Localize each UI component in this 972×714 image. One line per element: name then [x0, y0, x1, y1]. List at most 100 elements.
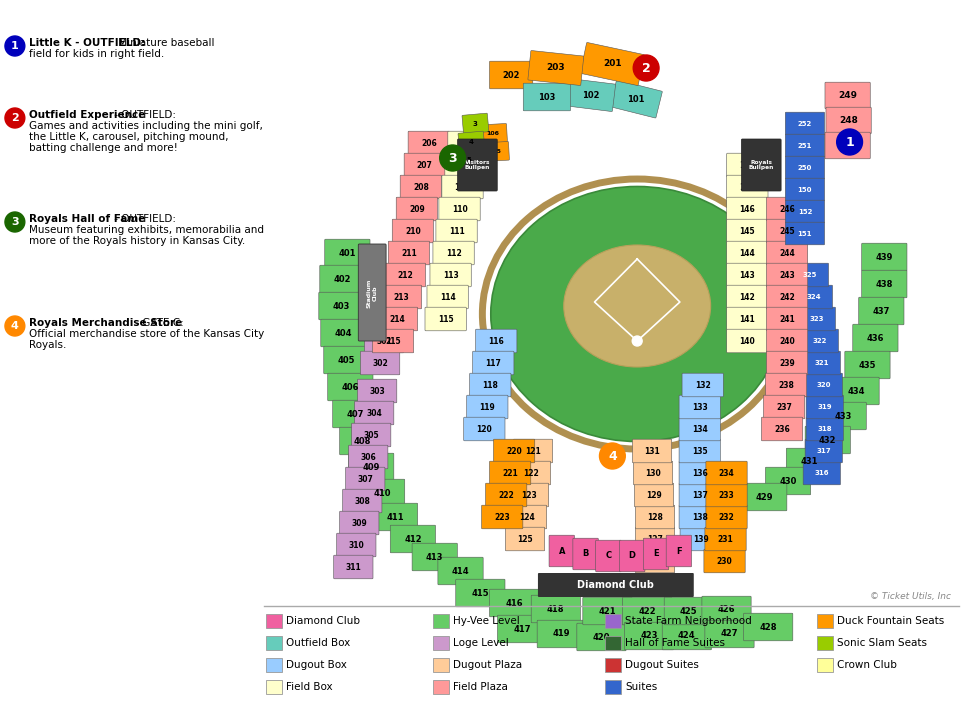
- FancyBboxPatch shape: [679, 483, 720, 507]
- Text: 431: 431: [800, 458, 817, 466]
- FancyBboxPatch shape: [666, 536, 692, 567]
- FancyBboxPatch shape: [596, 540, 621, 572]
- Text: the Little K, carousel, pitching mound,: the Little K, carousel, pitching mound,: [29, 132, 228, 142]
- FancyBboxPatch shape: [531, 595, 580, 623]
- Text: 238: 238: [779, 381, 794, 390]
- Text: 118: 118: [482, 381, 499, 390]
- Text: 206: 206: [421, 139, 436, 148]
- Text: 418: 418: [547, 605, 565, 613]
- Text: 243: 243: [780, 271, 795, 279]
- FancyBboxPatch shape: [679, 396, 720, 419]
- Text: © Ticket Utils, Inc: © Ticket Utils, Inc: [870, 591, 951, 600]
- FancyBboxPatch shape: [549, 536, 574, 567]
- Text: 403: 403: [332, 301, 350, 311]
- Text: - OUTFIELD:: - OUTFIELD:: [111, 214, 176, 224]
- FancyBboxPatch shape: [727, 241, 768, 265]
- Text: Royals
Bullpen: Royals Bullpen: [748, 160, 774, 171]
- Text: 222: 222: [499, 491, 514, 500]
- Circle shape: [439, 145, 466, 171]
- Text: 433: 433: [835, 411, 852, 421]
- Text: 244: 244: [780, 248, 795, 258]
- Text: D: D: [629, 551, 636, 560]
- Polygon shape: [595, 259, 679, 341]
- Text: 108: 108: [458, 161, 473, 169]
- FancyBboxPatch shape: [635, 483, 674, 507]
- Ellipse shape: [564, 245, 711, 367]
- FancyBboxPatch shape: [332, 401, 378, 428]
- FancyBboxPatch shape: [528, 51, 584, 86]
- FancyBboxPatch shape: [456, 579, 505, 607]
- FancyBboxPatch shape: [636, 549, 675, 573]
- Text: 131: 131: [644, 446, 660, 456]
- Text: 101: 101: [628, 94, 645, 104]
- FancyBboxPatch shape: [490, 461, 531, 485]
- FancyBboxPatch shape: [825, 82, 870, 109]
- FancyBboxPatch shape: [766, 285, 808, 308]
- FancyBboxPatch shape: [505, 527, 544, 550]
- Text: Sonic Slam Seats: Sonic Slam Seats: [837, 638, 926, 648]
- FancyBboxPatch shape: [336, 533, 376, 557]
- Text: 236: 236: [775, 425, 790, 433]
- FancyBboxPatch shape: [664, 597, 713, 625]
- Text: 436: 436: [867, 333, 885, 343]
- Text: 147: 147: [740, 183, 755, 191]
- FancyBboxPatch shape: [266, 658, 282, 672]
- FancyBboxPatch shape: [475, 329, 517, 353]
- Text: 215: 215: [385, 336, 400, 346]
- FancyBboxPatch shape: [806, 417, 844, 441]
- Text: 116: 116: [488, 336, 504, 346]
- FancyBboxPatch shape: [538, 573, 694, 597]
- Text: 220: 220: [506, 446, 522, 456]
- Text: 301: 301: [376, 336, 392, 346]
- Text: 144: 144: [740, 248, 755, 258]
- Text: 125: 125: [517, 535, 533, 543]
- Text: 122: 122: [523, 468, 538, 478]
- FancyBboxPatch shape: [765, 373, 807, 397]
- FancyBboxPatch shape: [679, 439, 720, 463]
- Text: 410: 410: [373, 488, 391, 498]
- Text: Visitors
Bullpen: Visitors Bullpen: [465, 160, 490, 171]
- FancyBboxPatch shape: [320, 265, 365, 293]
- FancyBboxPatch shape: [761, 417, 803, 441]
- Text: Diamond Club: Diamond Club: [577, 580, 654, 590]
- FancyBboxPatch shape: [339, 427, 385, 455]
- FancyBboxPatch shape: [352, 423, 391, 447]
- Text: Outfield Experience: Outfield Experience: [29, 110, 145, 120]
- FancyBboxPatch shape: [376, 307, 418, 331]
- Text: 212: 212: [398, 271, 413, 279]
- FancyBboxPatch shape: [430, 263, 471, 287]
- FancyBboxPatch shape: [325, 239, 370, 267]
- Text: 309: 309: [352, 518, 367, 528]
- FancyBboxPatch shape: [706, 506, 747, 529]
- Text: field for kids in right field.: field for kids in right field.: [29, 49, 164, 59]
- FancyBboxPatch shape: [458, 131, 485, 152]
- Text: Royals Merchandise Store: Royals Merchandise Store: [29, 318, 182, 328]
- FancyBboxPatch shape: [803, 461, 841, 485]
- Text: 417: 417: [513, 625, 531, 633]
- FancyBboxPatch shape: [448, 131, 489, 155]
- FancyBboxPatch shape: [358, 379, 397, 403]
- Text: 316: 316: [815, 470, 829, 476]
- FancyBboxPatch shape: [464, 417, 505, 441]
- FancyBboxPatch shape: [490, 589, 538, 617]
- Text: 3: 3: [448, 151, 457, 164]
- FancyBboxPatch shape: [433, 614, 449, 628]
- FancyBboxPatch shape: [433, 636, 449, 650]
- FancyBboxPatch shape: [816, 636, 833, 650]
- Text: 201: 201: [603, 59, 622, 69]
- FancyBboxPatch shape: [634, 461, 673, 485]
- Text: 439: 439: [876, 253, 893, 261]
- Text: 209: 209: [409, 204, 425, 213]
- Text: 425: 425: [680, 606, 698, 615]
- FancyBboxPatch shape: [606, 680, 621, 694]
- FancyBboxPatch shape: [523, 84, 571, 111]
- FancyBboxPatch shape: [400, 175, 441, 198]
- Text: Official merchandise store of the Kansas City: Official merchandise store of the Kansas…: [29, 329, 264, 339]
- FancyBboxPatch shape: [705, 620, 754, 648]
- Text: 237: 237: [777, 403, 792, 411]
- Text: 414: 414: [452, 566, 469, 575]
- FancyBboxPatch shape: [433, 658, 449, 672]
- Text: Field Plaza: Field Plaza: [453, 681, 507, 691]
- Text: 409: 409: [363, 463, 380, 471]
- Circle shape: [5, 36, 25, 56]
